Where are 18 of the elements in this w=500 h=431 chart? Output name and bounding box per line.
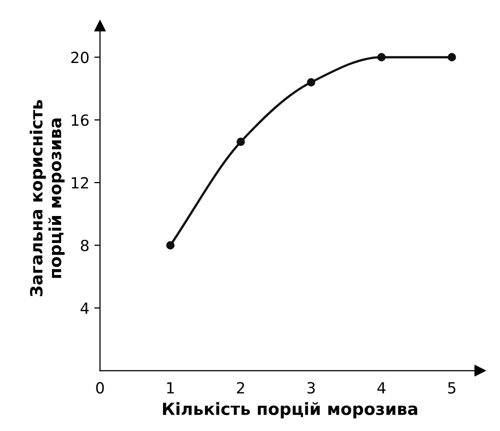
x-tick-label: 4 (377, 382, 386, 394)
x-tick-label: 2 (237, 382, 244, 394)
x-tick-label: 1 (167, 382, 174, 394)
y-tick-label: 16 (72, 114, 89, 126)
y-tick-label: 20 (71, 52, 89, 64)
point (306, 78, 316, 86)
y-axis-title: Загальна корисність порцій морозива (30, 100, 65, 296)
x-tick-label: 0 (96, 382, 104, 394)
x-tick-label: 3 (307, 382, 315, 394)
point (448, 53, 456, 62)
y-tick-label: 8 (80, 240, 89, 252)
point (166, 241, 175, 250)
x-tick-label: 5 (448, 382, 456, 394)
x-axis-title: Кількість порцій морозива (163, 402, 418, 418)
y-tick-label: 4 (80, 302, 89, 314)
point (236, 138, 245, 146)
point (377, 53, 386, 62)
y-tick-label: 12 (72, 177, 88, 188)
